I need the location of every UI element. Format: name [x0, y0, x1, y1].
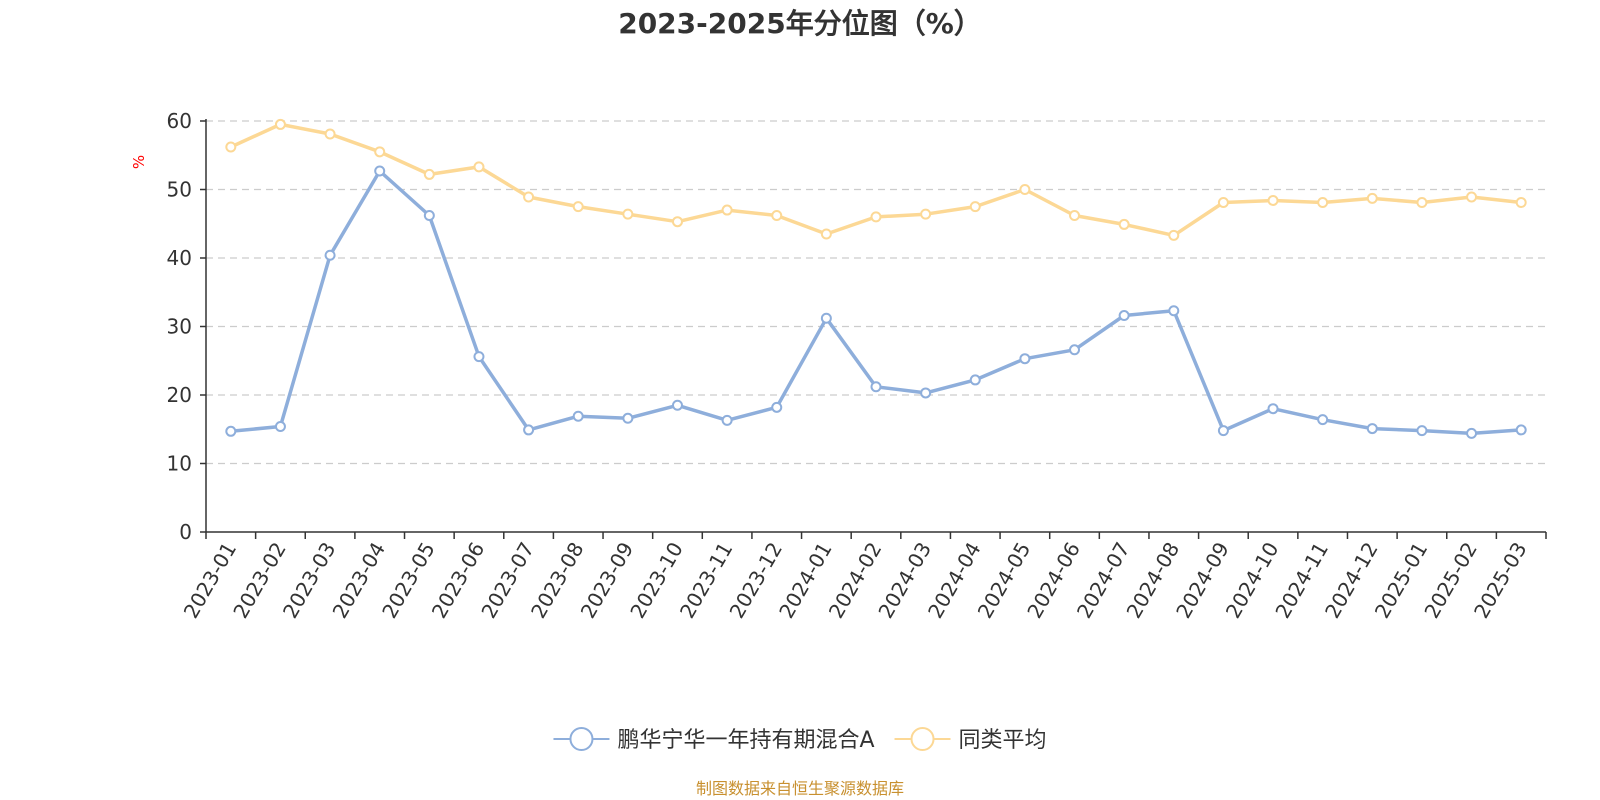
data-point [721, 414, 733, 426]
legend-label: 鹏华宁华一年持有期混合A [617, 728, 874, 753]
data-point [374, 165, 386, 177]
data-point [1466, 427, 1478, 439]
legend[interactable]: 鹏华宁华一年持有期混合A 同类平均 [553, 727, 1047, 753]
data-point [1168, 229, 1180, 241]
data-point [225, 425, 237, 437]
data-point [523, 191, 535, 203]
data-point [274, 118, 286, 130]
data-point [1019, 353, 1031, 365]
data-point [1019, 184, 1031, 195]
data-point [1366, 423, 1378, 435]
data-point [1366, 192, 1378, 204]
data-point [820, 312, 832, 324]
grid-lines [206, 120, 1546, 465]
data-point [473, 161, 485, 173]
y-tick-label: 20 [167, 383, 192, 407]
data-point [1466, 191, 1478, 203]
series-line-1 [230, 169, 1522, 436]
y-tick-label: 40 [167, 246, 192, 270]
data-point [820, 228, 832, 240]
data-point [622, 208, 634, 220]
y-tick-label: 50 [167, 178, 192, 202]
data-point [423, 168, 435, 180]
data-point [423, 210, 435, 222]
y-axis-unit-label: % [130, 155, 148, 169]
y-tick-label: 0 [179, 520, 192, 544]
data-point [572, 410, 584, 422]
y-tick-label: 10 [167, 452, 192, 476]
data-point [771, 401, 783, 413]
data-point [572, 201, 584, 213]
data-point [1118, 218, 1130, 230]
data-point [1317, 414, 1329, 426]
chart-title: 2023-2025年分位图（%） [618, 7, 982, 40]
legend-marker [569, 727, 594, 751]
data-point [870, 211, 882, 223]
data-point [671, 216, 683, 228]
data-point [622, 412, 634, 424]
data-point [920, 208, 932, 220]
data-point [1217, 197, 1229, 209]
legend-item-2[interactable]: 同类平均 [894, 727, 1047, 753]
data-point [1069, 210, 1081, 222]
data-point [1416, 425, 1428, 437]
y-tick-label: 60 [167, 109, 192, 133]
legend-marker [910, 727, 935, 751]
data-point [324, 249, 336, 261]
data-point [969, 201, 981, 213]
data-point [1118, 310, 1130, 322]
data-point [1317, 197, 1329, 209]
data-point [1267, 194, 1279, 206]
data-point [671, 399, 683, 411]
legend-item-1[interactable]: 鹏华宁华一年持有期混合A [553, 727, 875, 753]
data-point [771, 210, 783, 222]
data-point [374, 146, 386, 158]
data-point [274, 421, 286, 433]
data-point [225, 141, 237, 153]
data-point [920, 387, 932, 399]
data-point [523, 424, 535, 436]
data-point [1267, 403, 1279, 415]
legend-label: 同类平均 [959, 728, 1047, 753]
axes: 01020304050602023-012023-022023-032023-0… [167, 109, 1547, 622]
series-lines [225, 118, 1527, 439]
data-point [473, 351, 485, 363]
data-point [969, 374, 981, 386]
data-point [1515, 424, 1527, 436]
data-point [1168, 305, 1180, 317]
y-tick-label: 30 [167, 315, 192, 339]
data-point [721, 204, 733, 216]
data-point [324, 128, 336, 140]
data-point [870, 381, 882, 393]
data-point [1416, 197, 1428, 209]
data-point [1217, 425, 1229, 437]
source-note: 制图数据来自恒生聚源数据库 [696, 779, 904, 798]
data-point [1515, 197, 1527, 209]
data-point [1069, 344, 1081, 356]
